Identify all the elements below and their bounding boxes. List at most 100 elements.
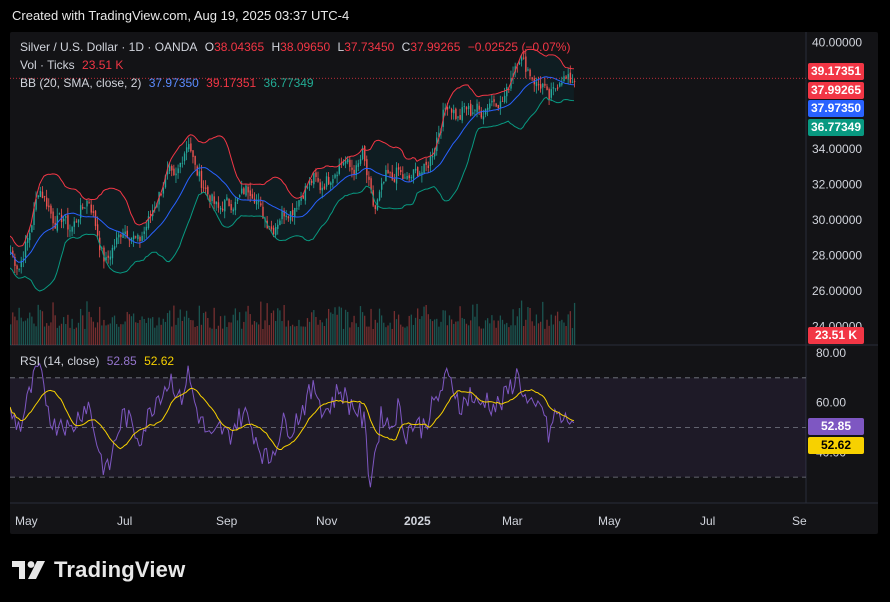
- volume-bar: [67, 314, 69, 345]
- candle-body: [391, 172, 393, 180]
- volume-bar: [207, 318, 209, 345]
- volume-bar: [270, 313, 273, 345]
- time-tick-label: May: [598, 514, 621, 528]
- candle-body: [563, 76, 565, 82]
- candle-body: [402, 174, 404, 180]
- volume-bar: [243, 321, 245, 345]
- volume-bar: [258, 324, 260, 345]
- time-tick-label: Mar: [502, 514, 523, 528]
- volume-bar: [46, 323, 48, 345]
- volume-bar: [470, 320, 472, 345]
- volume-bar: [50, 322, 52, 345]
- volume-bar: [149, 318, 152, 345]
- candle-body: [404, 177, 406, 179]
- candle-body: [107, 255, 109, 258]
- volume-bar: [527, 307, 529, 345]
- candle-body: [37, 195, 39, 198]
- volume-bar: [349, 327, 351, 345]
- candle-body: [325, 176, 328, 187]
- candle-body: [518, 62, 521, 65]
- volume-bar: [137, 322, 139, 345]
- volume-bar: [567, 314, 569, 345]
- volume-bar: [387, 325, 389, 345]
- volume-bar: [287, 320, 290, 345]
- volume-bar: [417, 308, 419, 345]
- candle-body: [241, 188, 243, 194]
- volume-bar: [109, 323, 111, 345]
- candle-body: [281, 211, 283, 220]
- candle-body: [166, 168, 169, 175]
- candle-body: [569, 72, 572, 83]
- candle-body: [116, 237, 118, 245]
- volume-bar: [313, 310, 315, 345]
- candle-body: [135, 236, 137, 238]
- volume-bar: [512, 309, 514, 345]
- candle-body: [423, 163, 425, 174]
- volume-bar: [217, 325, 220, 345]
- volume-bar: [185, 310, 188, 345]
- candle-body: [571, 81, 574, 83]
- volume-bar: [175, 324, 177, 345]
- volume-bar: [183, 316, 186, 345]
- candle-body: [41, 191, 44, 199]
- volume-bar: [14, 316, 16, 345]
- volume-bar: [523, 326, 525, 345]
- candle-body: [279, 220, 281, 226]
- candle-body: [236, 198, 239, 202]
- volume-bar: [546, 319, 548, 345]
- tradingview-logo[interactable]: TradingView: [12, 556, 185, 584]
- volume-bar: [92, 321, 94, 345]
- volume-bar: [101, 325, 103, 345]
- candle-body: [160, 193, 162, 195]
- volume-bar: [376, 322, 379, 345]
- rsi-legend: RSI (14, close) 52.85 52.62: [20, 354, 178, 368]
- candle-body: [35, 199, 37, 210]
- candle-body: [217, 202, 220, 208]
- volume-bar: [393, 311, 396, 345]
- volume-bar: [444, 310, 446, 345]
- candle-body: [332, 179, 334, 184]
- volume-bar: [56, 327, 58, 345]
- candle-body: [508, 89, 510, 90]
- rsi-badge: 52.85: [808, 418, 864, 435]
- volume-bar: [465, 323, 468, 345]
- candle-body: [520, 57, 523, 61]
- bb-upper-line: [10, 48, 574, 247]
- volume-bar: [77, 322, 80, 345]
- volume-bar: [255, 322, 258, 345]
- volume-bar: [478, 326, 480, 345]
- candle-body: [12, 250, 14, 256]
- volume-bar: [438, 326, 440, 345]
- candle-body: [427, 165, 430, 169]
- chart-panel[interactable]: 40.00000 34.00000 32.00000 30.00000 28.00000…: [10, 32, 878, 534]
- candle-body: [368, 176, 370, 180]
- time-tick-label: 2025: [404, 514, 431, 528]
- volume-bar: [565, 325, 567, 345]
- tradingview-logo-icon: [12, 561, 45, 579]
- volume-bar: [279, 310, 281, 345]
- volume-bar: [442, 310, 444, 345]
- candle-body: [349, 159, 351, 167]
- created-with-header: Created with TradingView.com, Aug 19, 20…: [12, 8, 350, 23]
- volume-bar: [436, 318, 438, 345]
- candle-body: [283, 210, 285, 217]
- volume-bar: [198, 305, 200, 345]
- chart-canvas[interactable]: 40.00000 34.00000 32.00000 30.00000 28.00000…: [10, 32, 878, 534]
- candle-body: [565, 76, 567, 79]
- volume-bar: [495, 327, 497, 345]
- lower-band-badge: 36.77349: [808, 119, 864, 136]
- candle-body: [450, 109, 453, 113]
- volume-bar: [404, 327, 406, 345]
- volume-bar: [160, 324, 162, 345]
- volume-bar: [128, 314, 131, 345]
- candle-body: [243, 188, 245, 195]
- candle-body: [493, 99, 495, 102]
- volume-bar: [12, 312, 14, 345]
- candle-body: [92, 211, 95, 213]
- candle-body: [393, 179, 396, 182]
- volume-bar: [209, 327, 211, 345]
- volume-bar: [118, 326, 120, 345]
- volume-bar: [122, 324, 124, 345]
- volume-bar: [48, 325, 50, 345]
- candle-body: [425, 161, 427, 165]
